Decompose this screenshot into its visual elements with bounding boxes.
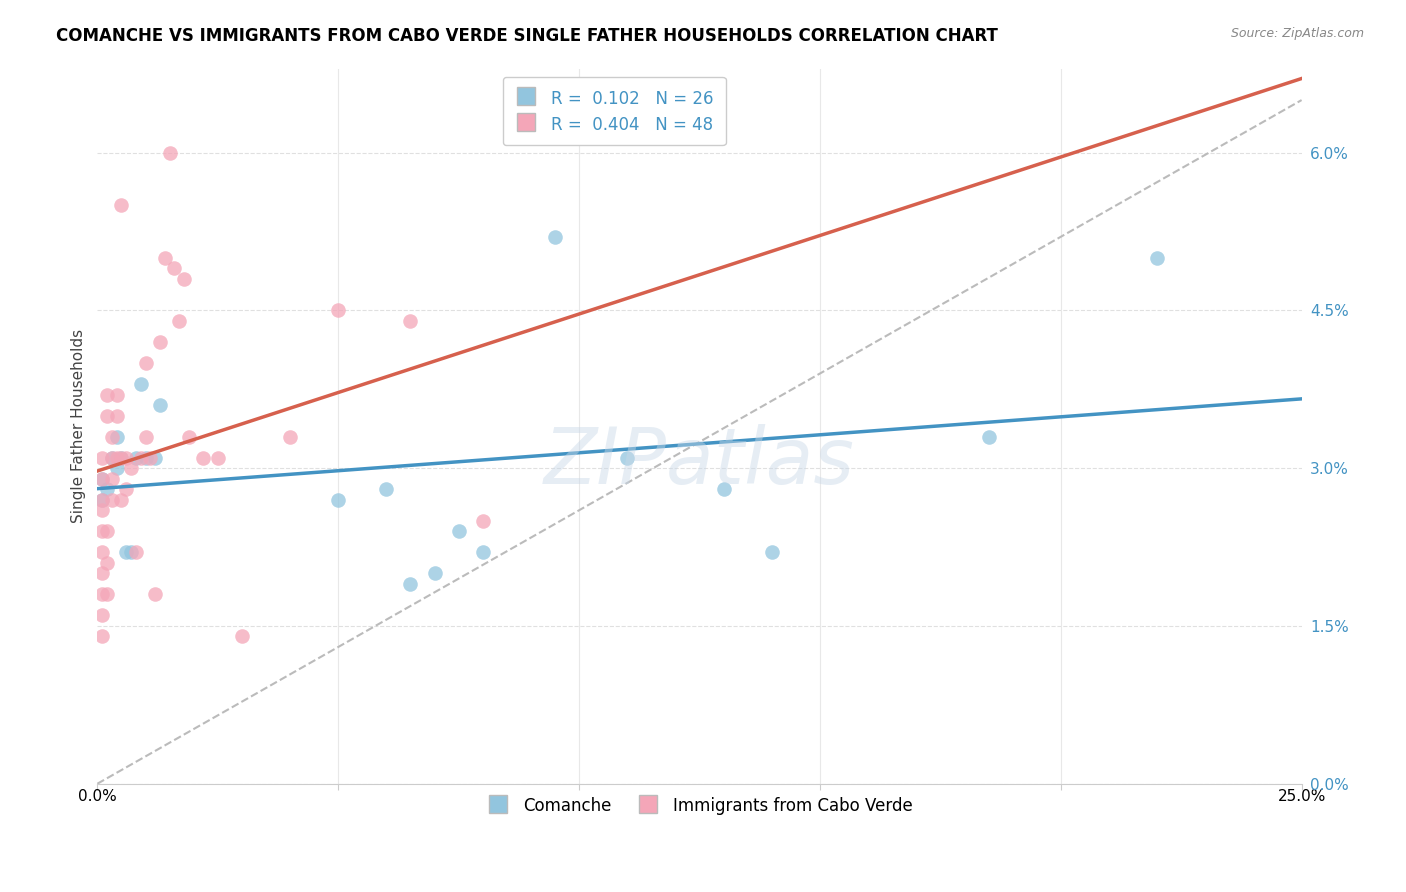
Text: 25.0%: 25.0%: [1278, 789, 1326, 804]
Point: [105, 461, 128, 475]
Point: [105, 387, 128, 401]
Text: Source: ZipAtlas.com: Source: ZipAtlas.com: [1230, 27, 1364, 40]
Point: [167, 314, 190, 328]
Point: [96, 587, 118, 601]
Point: [471, 545, 494, 559]
Point: [135, 430, 157, 444]
Point: [129, 450, 152, 465]
Point: [115, 545, 138, 559]
Point: [101, 450, 124, 465]
Point: [328, 492, 350, 507]
Point: [149, 334, 172, 349]
Point: [91, 587, 114, 601]
Point: [91, 472, 114, 486]
Point: [1146, 251, 1168, 265]
Point: [231, 630, 253, 644]
Text: ZIPatlas: ZIPatlas: [544, 424, 855, 500]
Point: [207, 450, 229, 465]
Point: [101, 472, 124, 486]
Point: [761, 545, 783, 559]
Point: [328, 303, 350, 318]
Point: [91, 524, 114, 539]
Point: [91, 630, 114, 644]
Point: [120, 461, 142, 475]
Point: [115, 482, 138, 496]
Point: [399, 314, 422, 328]
Point: [96, 482, 118, 496]
Point: [375, 482, 398, 496]
Point: [423, 566, 446, 581]
Legend: Comanche, Immigrants from Cabo Verde: Comanche, Immigrants from Cabo Verde: [477, 786, 922, 825]
Point: [101, 492, 124, 507]
Point: [91, 492, 114, 507]
Point: [110, 450, 132, 465]
Point: [143, 450, 166, 465]
Point: [91, 450, 114, 465]
Point: [135, 356, 157, 370]
Point: [399, 577, 422, 591]
Point: [110, 492, 132, 507]
Point: [149, 398, 172, 412]
Point: [129, 377, 152, 392]
Text: COMANCHE VS IMMIGRANTS FROM CABO VERDE SINGLE FATHER HOUSEHOLDS CORRELATION CHAR: COMANCHE VS IMMIGRANTS FROM CABO VERDE S…: [56, 27, 998, 45]
Point: [91, 472, 114, 486]
Point: [96, 387, 118, 401]
Point: [713, 482, 735, 496]
Point: [91, 503, 114, 517]
Point: [177, 430, 200, 444]
Point: [471, 514, 494, 528]
Point: [173, 272, 195, 286]
Point: [616, 450, 638, 465]
Point: [544, 229, 567, 244]
Text: 0.0%: 0.0%: [77, 789, 117, 804]
Point: [977, 430, 1000, 444]
Y-axis label: Single Father Households: Single Father Households: [72, 329, 86, 524]
Point: [91, 492, 114, 507]
Point: [96, 556, 118, 570]
Point: [101, 450, 124, 465]
Point: [110, 450, 132, 465]
Point: [96, 524, 118, 539]
Point: [125, 450, 148, 465]
Point: [139, 450, 162, 465]
Point: [91, 566, 114, 581]
Point: [159, 145, 181, 160]
Point: [125, 545, 148, 559]
Point: [120, 545, 142, 559]
Point: [96, 409, 118, 423]
Point: [105, 409, 128, 423]
Point: [163, 261, 186, 276]
Point: [91, 608, 114, 623]
Point: [447, 524, 470, 539]
Point: [105, 430, 128, 444]
Point: [278, 430, 301, 444]
Point: [110, 198, 132, 212]
Point: [105, 450, 128, 465]
Point: [153, 251, 176, 265]
Point: [135, 450, 157, 465]
Point: [143, 587, 166, 601]
Point: [91, 545, 114, 559]
Point: [101, 430, 124, 444]
Point: [193, 450, 215, 465]
Point: [115, 450, 138, 465]
